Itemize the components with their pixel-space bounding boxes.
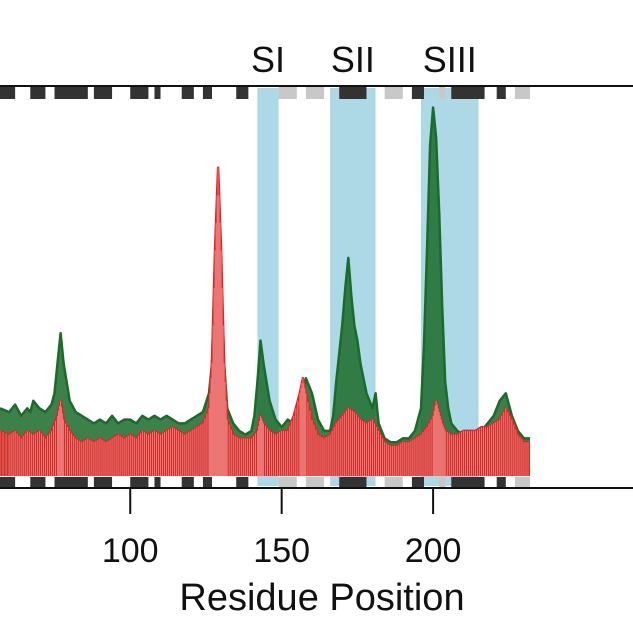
top-ss-segment-5 [154, 87, 161, 99]
top-ss-segment-4 [130, 87, 149, 99]
top-ss-segment-2 [54, 87, 88, 99]
series-1-area [0, 167, 530, 476]
bottom-ss-segment-17 [514, 477, 531, 489]
series-1-line [0, 166, 530, 448]
top-ss-segment-3 [93, 87, 113, 99]
data-series [0, 106, 530, 476]
axes [0, 85, 633, 514]
bottom-ss-segment-3 [93, 477, 113, 489]
region-0-label: SI [251, 39, 285, 80]
bottom-ss-segment-0 [0, 477, 16, 489]
bottom-ss-segment-16 [496, 477, 506, 489]
top-ss-segment-17 [514, 87, 531, 99]
top-ss-segment-1 [30, 87, 46, 99]
x-tick-label-1: 150 [253, 532, 310, 570]
top-ss-segment-11 [339, 87, 367, 99]
top-ss-segment-14 [439, 87, 446, 99]
top-ss-segment-10 [305, 87, 325, 99]
bottom-ss-segment-13 [411, 477, 425, 489]
top-ss-segment-12 [384, 87, 403, 99]
top-ss-segment-0 [0, 87, 16, 99]
top-ss-segment-9 [278, 87, 297, 99]
top-ss-segment-15 [451, 87, 485, 99]
top-ss-segment-6 [181, 87, 194, 99]
x-tick-label-2: 200 [405, 532, 462, 570]
secondary-structure-bars [0, 87, 531, 489]
labels: Residue Position SI SII SIII 100 150 200 [102, 39, 477, 619]
region-2-label: SIII [423, 39, 477, 80]
bottom-ss-segment-10 [305, 477, 325, 489]
top-ss-segment-8 [236, 87, 249, 99]
bottom-ss-segment-1 [30, 477, 46, 489]
bottom-ss-segment-2 [54, 477, 88, 489]
x-axis-title: Residue Position [179, 577, 464, 619]
bottom-ss-segment-14 [439, 477, 446, 489]
bottom-ss-segment-12 [384, 477, 403, 489]
bottom-ss-segment-9 [278, 477, 297, 489]
bottom-ss-segment-5 [154, 477, 161, 489]
series-0-line [0, 106, 530, 444]
bottom-ss-segment-15 [451, 477, 485, 489]
top-ss-segment-13 [411, 87, 425, 99]
bottom-ss-segment-8 [236, 477, 249, 489]
bottom-ss-segment-6 [181, 477, 194, 489]
x-tick-label-0: 100 [102, 532, 159, 570]
top-ss-segment-16 [496, 87, 506, 99]
region-1-label: SII [331, 39, 375, 80]
bottom-ss-segment-11 [339, 477, 367, 489]
bottom-ss-segment-7 [202, 477, 213, 489]
top-ss-segment-7 [202, 87, 213, 99]
bottom-ss-segment-4 [130, 477, 149, 489]
